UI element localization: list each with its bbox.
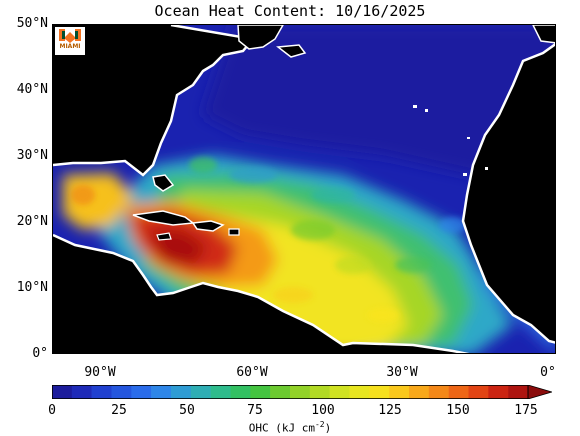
colorbar-cell xyxy=(91,385,112,399)
colorbar-cell xyxy=(508,385,529,399)
colorbar-cell xyxy=(52,385,73,399)
colorbar-tick-25: 25 xyxy=(111,403,127,418)
lat-label-50n: 50°N xyxy=(16,16,48,31)
colorbar-cell xyxy=(111,385,132,399)
colorbar-cell xyxy=(270,385,291,399)
caribbean-islands xyxy=(132,174,240,241)
colorbar-cell xyxy=(448,385,469,399)
colorbar-tick-0: 0 xyxy=(48,403,56,418)
colorbar-cell xyxy=(389,385,410,399)
coastline-africa xyxy=(461,42,555,344)
miami-logo-icon xyxy=(55,27,85,55)
colorbar-cell xyxy=(309,385,330,399)
map-title: Ocean Heat Content: 10/16/2025 xyxy=(154,2,426,20)
colorbar xyxy=(52,385,552,399)
northern-islands xyxy=(237,25,555,176)
lon-label-30w: 30°W xyxy=(386,365,418,380)
colorbar-cell xyxy=(369,385,390,399)
coastline-south-america xyxy=(53,233,470,353)
ocean-heat-map xyxy=(52,24,556,354)
colorbar-tick-175: 175 xyxy=(514,403,538,418)
colorbar-cell xyxy=(131,385,152,399)
colorbar-cell xyxy=(190,385,211,399)
coastline-north-america xyxy=(53,25,256,177)
colorbar-label: OHC (kJ cm-2) xyxy=(248,420,332,435)
lat-label-30n: 30°N xyxy=(16,148,48,163)
map-canvas xyxy=(53,25,555,353)
colorbar-cell xyxy=(349,385,370,399)
colorbar-cell xyxy=(329,385,350,399)
lat-label-0: 0° xyxy=(32,346,48,361)
lat-label-20n: 20°N xyxy=(16,214,48,229)
colorbar-cell xyxy=(151,385,172,399)
lon-label-60w: 60°W xyxy=(236,365,268,380)
colorbar-tick-50: 50 xyxy=(179,403,195,418)
colorbar-cell xyxy=(210,385,231,399)
colorbar-cell xyxy=(71,385,92,399)
logo-text: MIAMI xyxy=(59,43,81,50)
colorbar-tick-100: 100 xyxy=(311,403,335,418)
colorbar-tick-75: 75 xyxy=(247,403,263,418)
lat-label-40n: 40°N xyxy=(16,82,48,97)
colorbar-cell xyxy=(428,385,449,399)
colorbar-cell xyxy=(290,385,311,399)
colorbar-tick-150: 150 xyxy=(446,403,470,418)
colorbar-cell xyxy=(250,385,271,399)
colorbar-cell xyxy=(230,385,251,399)
lon-label-0: 0° xyxy=(540,365,556,380)
colorbar-cell xyxy=(171,385,192,399)
colorbar-cell xyxy=(488,385,509,399)
colorbar-cell xyxy=(409,385,430,399)
colorbar-tick-125: 125 xyxy=(378,403,402,418)
colorbar-cell xyxy=(468,385,489,399)
lon-label-90w: 90°W xyxy=(84,365,116,380)
lat-label-10n: 10°N xyxy=(16,280,48,295)
colorbar-arrow xyxy=(527,385,552,399)
